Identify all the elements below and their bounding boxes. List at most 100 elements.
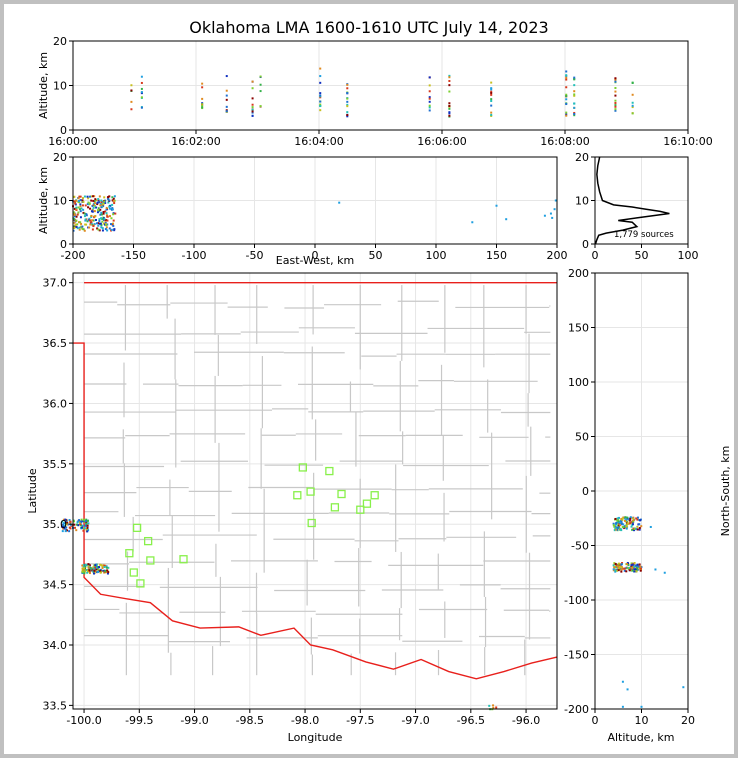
time-altitude-tick-label: 20 — [53, 35, 67, 48]
ew-source-point — [92, 202, 95, 205]
time-source-point — [319, 94, 322, 97]
time-source-point — [346, 92, 349, 95]
ew-source-point — [80, 222, 83, 225]
longitude-tick-label: -99.5 — [125, 714, 153, 727]
time-source-point — [251, 103, 254, 106]
time-source-point — [428, 96, 431, 99]
source-count-annotation: 1,779 sources — [614, 230, 674, 240]
map-source-point — [97, 568, 100, 571]
ew-source-point — [112, 224, 115, 227]
histogram-profile-line — [594, 156, 670, 245]
ew-tick-label: -150 — [121, 249, 146, 262]
ew-source-point — [93, 200, 96, 203]
ew-source-point — [75, 215, 78, 218]
map-source-point — [72, 520, 75, 523]
ew-source-point — [75, 208, 78, 211]
map-source-point — [75, 529, 78, 532]
ns-source-point — [640, 567, 643, 570]
map-source-point — [87, 563, 90, 566]
ns-source-point — [633, 568, 636, 571]
ew-source-point — [73, 226, 76, 229]
time-source-point — [448, 76, 451, 79]
time-source-point — [565, 78, 568, 81]
time-source-point — [346, 105, 349, 108]
map-source-point — [94, 564, 97, 567]
ew-source-point — [98, 218, 101, 221]
map-source-point — [82, 567, 85, 570]
ew-source-point — [101, 220, 104, 223]
map-source-point — [82, 570, 85, 573]
ew-source-point — [77, 200, 80, 203]
latitude-tick-label: 35.0 — [43, 518, 68, 531]
ns-source-point — [614, 565, 617, 568]
ns-source-point — [617, 526, 620, 529]
ns-source-point — [640, 525, 643, 528]
lma-station-marker — [362, 499, 372, 508]
ew-source-point — [91, 219, 94, 222]
map-source-point — [73, 526, 76, 529]
ns-source-point — [632, 527, 635, 530]
ns-source-point — [626, 561, 629, 564]
ns-source-point — [639, 569, 642, 572]
map-source-point — [105, 565, 108, 568]
ns-source-point — [614, 570, 617, 573]
ew-source-point — [106, 215, 109, 218]
time-source-point — [251, 111, 254, 114]
ew-source-point — [86, 220, 89, 223]
map-source-point — [75, 523, 78, 526]
ew-source-point — [111, 208, 114, 211]
time-tick-label: 16:06:00 — [417, 135, 466, 148]
time-source-point — [614, 90, 617, 93]
ns-source-point — [632, 529, 635, 532]
ns-source-point — [622, 523, 625, 526]
ew-source-point — [76, 213, 79, 216]
ns-altitude-tick-label: 0 — [592, 714, 599, 727]
ew-source-point — [79, 199, 82, 202]
time-source-point — [565, 86, 568, 89]
lma-station-marker — [143, 536, 153, 546]
ns-tick-label: -150 — [564, 649, 589, 662]
ew-source-point — [92, 225, 95, 228]
map-ylabel: Latitude — [26, 468, 39, 514]
time-source-point — [614, 105, 617, 108]
time-source-point — [573, 111, 576, 114]
ns-source-point — [618, 562, 621, 565]
ns-source-point — [624, 516, 627, 519]
map-source-point — [84, 524, 87, 527]
ns-source-point — [620, 568, 623, 571]
map-source-point — [86, 571, 89, 574]
ns-source-point — [633, 562, 636, 565]
time-source-point — [573, 84, 576, 87]
ns-source-point — [636, 516, 639, 519]
time-source-point — [251, 106, 254, 109]
time-source-point — [428, 97, 431, 100]
ew-source-point — [90, 199, 93, 202]
ew-source-point — [112, 197, 115, 200]
latitude-tick-label: 35.5 — [43, 458, 68, 471]
ew-source-point — [82, 228, 85, 231]
time-source-point — [565, 103, 568, 106]
map-source-point — [95, 563, 98, 566]
map-source-point — [83, 527, 86, 530]
map-source-point — [85, 518, 88, 521]
ns-source-point — [634, 564, 637, 567]
time-source-point — [448, 105, 451, 108]
ew-source-point — [86, 203, 89, 206]
map-source-point — [92, 566, 95, 569]
ew-source-point — [92, 219, 95, 222]
map-source-point — [80, 526, 83, 529]
time-source-point — [565, 113, 568, 116]
ew-source-point — [108, 207, 111, 210]
time-source-point — [614, 109, 617, 112]
time-source-point — [490, 114, 493, 117]
ew-source-point — [103, 200, 106, 203]
time-source-point — [573, 78, 576, 81]
ns-tick-label: 150 — [568, 322, 589, 335]
map-source-point — [61, 530, 64, 533]
time-source-point — [140, 91, 143, 94]
ns-source-point — [618, 566, 621, 569]
ew-source-point — [105, 214, 108, 217]
map-source-point — [79, 524, 82, 527]
ew-source-point — [72, 229, 75, 232]
ew-source-point — [97, 224, 100, 227]
